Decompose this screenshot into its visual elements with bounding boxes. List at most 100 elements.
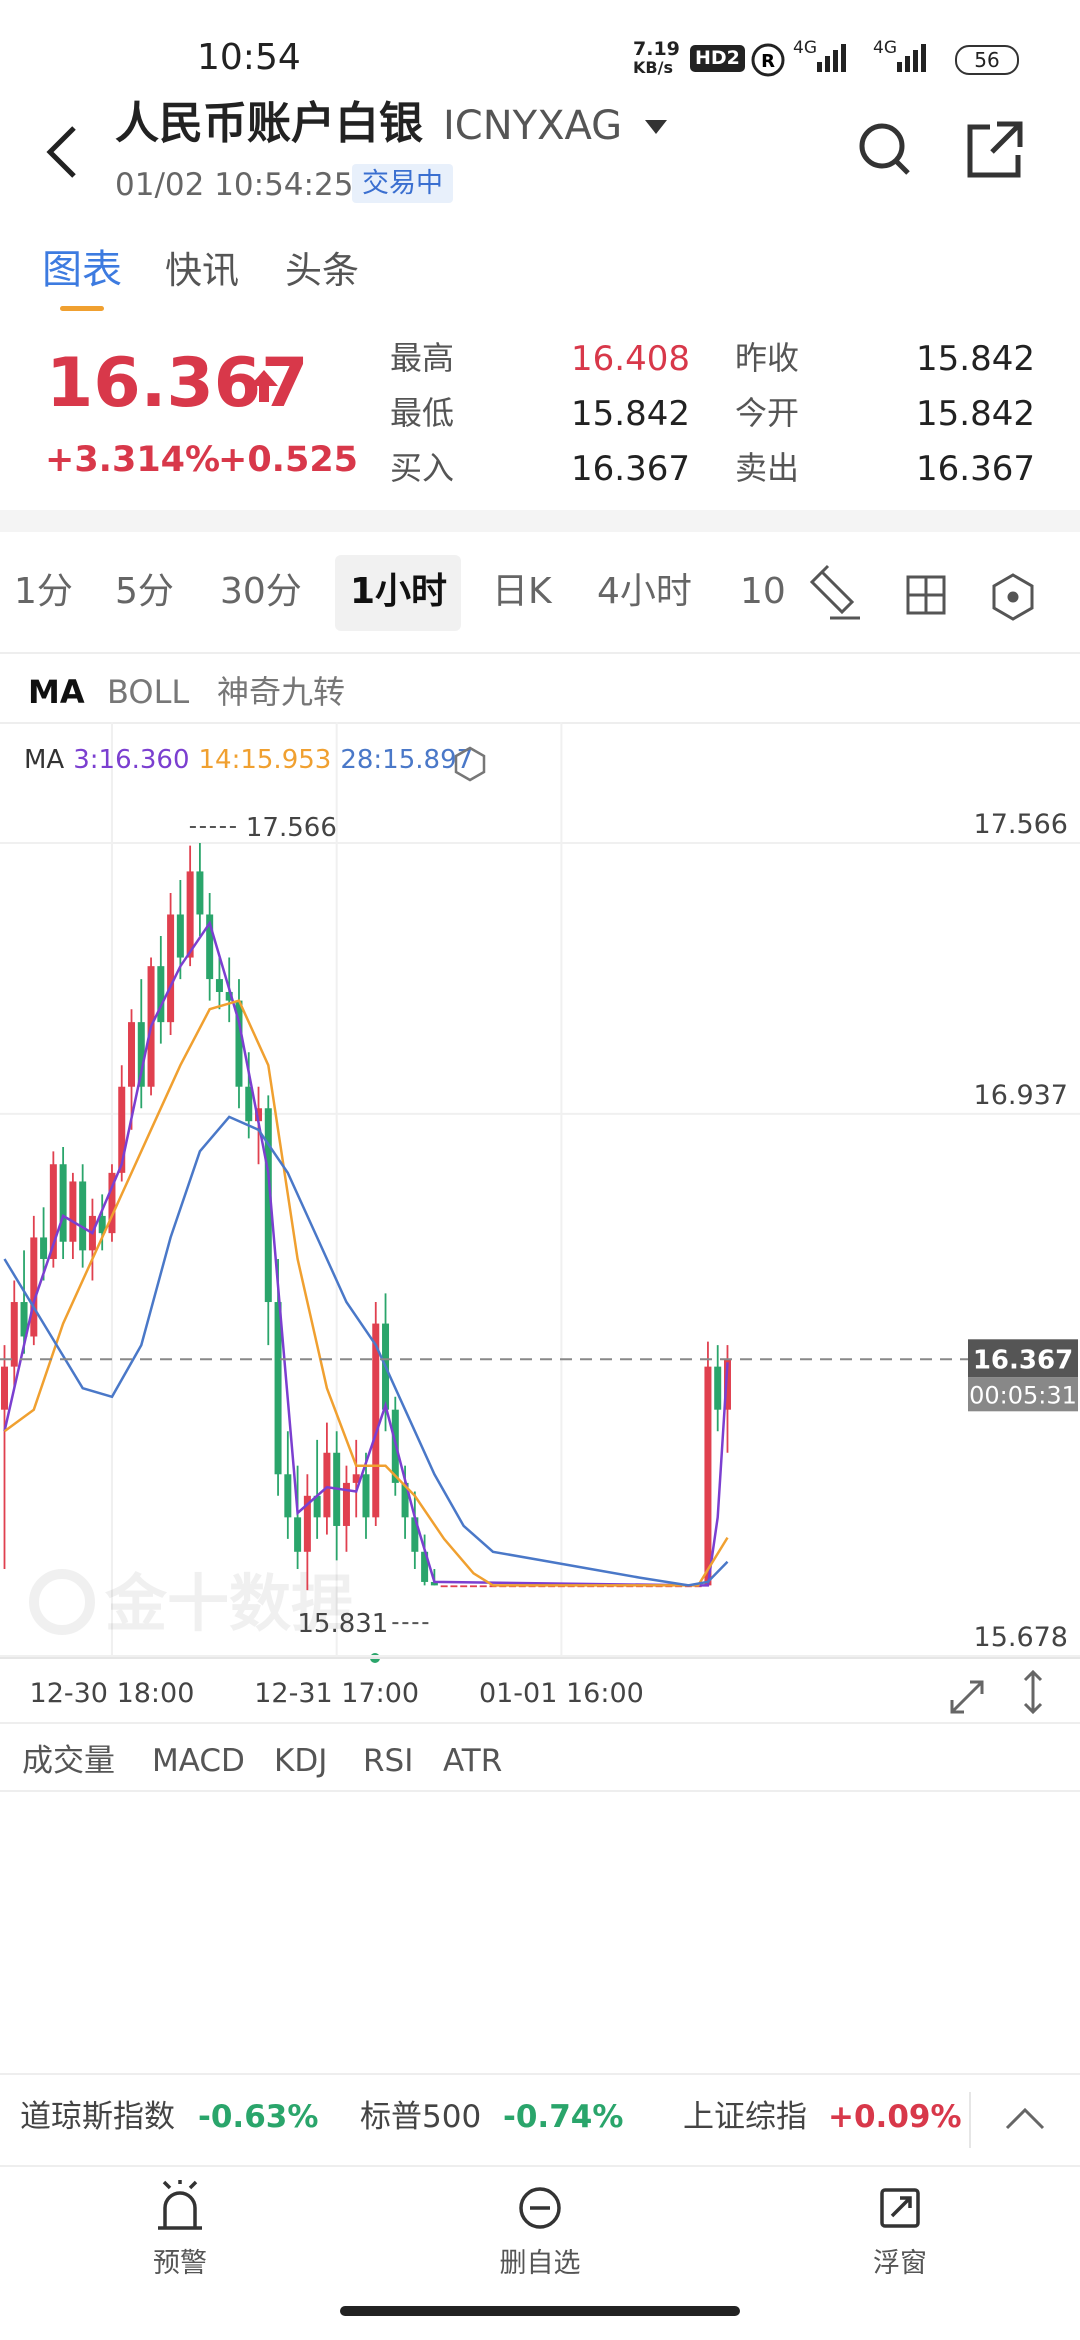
share-button[interactable] [967, 121, 1023, 178]
candle-body [342, 1482, 350, 1526]
instrument-name: 人民币账户白银 [115, 98, 423, 149]
index-name: 标普500 [360, 2099, 482, 2135]
nav-item[interactable]: 浮窗 [873, 2248, 927, 2279]
legend-entry: 3:16.360 [73, 745, 189, 775]
candle-body [264, 1108, 272, 1303]
draw-tool[interactable] [809, 564, 860, 620]
nav-item[interactable]: 删自选 [499, 2248, 581, 2279]
legend: MA 3:16.360 14:15.953 28:15.897 [24, 745, 473, 775]
watermark-logo [29, 1569, 95, 1635]
candle-body [323, 1452, 331, 1518]
candle-body [1, 1366, 8, 1410]
indicator-tab[interactable]: MACD [152, 1743, 245, 1779]
countdown-box [968, 1377, 1078, 1412]
net-speed-unit: KB/s [633, 58, 673, 77]
ma-line [3, 1115, 729, 1587]
indicator-tab[interactable]: 成交量 [22, 1743, 115, 1779]
candle-body [430, 1581, 438, 1586]
back-button[interactable] [46, 126, 76, 178]
search-button[interactable] [859, 123, 910, 175]
legend-entry: 28:15.897 [340, 745, 473, 775]
zoom-icons[interactable] [950, 1669, 1043, 1715]
candle-body [98, 1215, 106, 1234]
tab[interactable]: 快讯 [165, 249, 239, 292]
low-mark-label: 15.831 [297, 1609, 388, 1639]
period-tab[interactable]: 10日 [740, 574, 790, 610]
candle-body [108, 1172, 116, 1234]
instrument-code[interactable]: ICNYXAG [443, 103, 623, 149]
candle-body [274, 1302, 282, 1475]
x-tick-label: 12-31 17:00 [254, 1678, 419, 1709]
x-tick-label: 12-30 18:00 [30, 1678, 195, 1709]
net-speed: 7.19 [633, 38, 680, 60]
home-indicator [340, 2306, 740, 2316]
legend-settings-icon [454, 746, 486, 782]
status-time: 10:54 [197, 37, 301, 78]
period-tab[interactable]: 30分 [220, 571, 302, 612]
settings-tool[interactable] [992, 573, 1034, 621]
candle-body [469, 1585, 477, 1588]
stat-value: 15.842 [916, 394, 1035, 434]
overlay-tab[interactable]: MA [28, 673, 85, 711]
candle-body [79, 1181, 87, 1251]
stat-label: 最高 [390, 339, 455, 377]
candle-body [255, 1108, 263, 1122]
layout-tool[interactable] [906, 575, 946, 615]
chart: 12-30 18:00 12-31 17:00 01-01 16:00 17.566 1… [0, 722, 1080, 1715]
candle-body [714, 1366, 722, 1410]
stat-label: 今开 [735, 394, 800, 432]
svg-text:R: R [761, 51, 775, 72]
candle-body [411, 1517, 419, 1552]
candle-body [20, 1302, 28, 1337]
candle-body [167, 914, 175, 1023]
period-selected-bg [335, 555, 461, 631]
indicator-tab[interactable]: ATR [443, 1743, 503, 1779]
stat-value: 15.842 [916, 339, 1035, 379]
candle-body [59, 1164, 67, 1242]
overlay-tab[interactable]: 神奇九转 [217, 673, 346, 711]
trade-status: 交易中 [352, 164, 453, 203]
stat-label: 昨收 [735, 339, 800, 377]
period-tab[interactable]: 1小时 [350, 571, 448, 612]
candle-body [69, 1181, 77, 1242]
candle-body [30, 1237, 38, 1337]
last-price-label: 16.367 [973, 1345, 1073, 1375]
candle-body [10, 1302, 18, 1367]
divider [0, 2073, 1080, 2075]
candle-body [215, 979, 223, 992]
chart-tools [809, 564, 1034, 621]
tab-underline [60, 306, 104, 311]
watermark: 金十数据 [104, 1567, 353, 1640]
candle-body [40, 1237, 48, 1259]
tab[interactable]: 头条 [285, 249, 359, 292]
index-change: -0.63% [198, 2099, 319, 2135]
period-tab[interactable]: 日K [492, 571, 552, 612]
candle-body [723, 1359, 731, 1410]
candle-body [196, 871, 204, 915]
candle-body [440, 1585, 448, 1588]
period-tab[interactable]: 4小时 [597, 571, 692, 612]
legend-entry: 14:15.953 [199, 745, 332, 775]
index-change: -0.74% [503, 2099, 624, 2135]
change-amount: +0.525 [218, 440, 359, 480]
indicator-tab[interactable]: KDJ [274, 1743, 328, 1779]
up-arrow [250, 370, 278, 402]
separator [0, 510, 1080, 532]
indicator-tab[interactable]: RSI [363, 1743, 414, 1779]
ma-line [3, 999, 729, 1587]
overlay-tab[interactable]: BOLL [107, 673, 190, 711]
nav-item[interactable]: 预警 [153, 2248, 207, 2279]
stat-label: 买入 [390, 449, 455, 487]
expand-button[interactable] [965, 2080, 1080, 2160]
y-tick-label: 16.937 [974, 1080, 1068, 1111]
candle-body [186, 871, 194, 958]
period-tab[interactable]: 5分 [115, 571, 174, 612]
candle-body [128, 1022, 136, 1087]
divider [0, 722, 1080, 724]
tab[interactable]: 图表 [42, 247, 122, 293]
candle-body [421, 1551, 429, 1582]
hd-badge: HD2 [690, 45, 745, 72]
candle-body [294, 1517, 302, 1552]
period-tab[interactable]: 1分 [14, 571, 73, 612]
